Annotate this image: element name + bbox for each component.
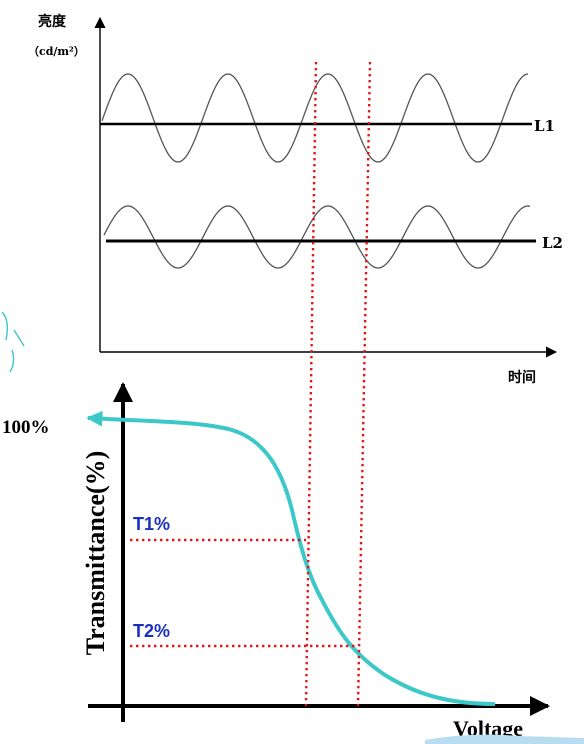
transmittance-curve: [86, 410, 496, 706]
guide-vertical-t2: [356, 61, 372, 707]
top-chart: 亮度 （cd/m²） 时间 L1 L2: [28, 13, 563, 386]
decorative-glyph: [1, 311, 25, 373]
top-x-label: 时间: [508, 369, 536, 386]
t2-label: T2%: [133, 621, 170, 641]
luminance-wave-2: [103, 205, 531, 269]
top-y-label: 亮度: [38, 13, 67, 30]
guide-vertical-t1: [304, 61, 318, 707]
bottom-chart: 100% T1% T2% Transmittance(%) Voltage: [2, 61, 550, 741]
bottom-y-label: Transmittance(%): [81, 451, 110, 656]
l2-label: L2: [542, 234, 563, 252]
t1-label: T1%: [133, 514, 170, 534]
max-label: 100%: [2, 417, 50, 438]
top-y-unit: （cd/m²）: [28, 45, 85, 58]
l1-label: L1: [534, 117, 555, 135]
decorative-corner-shape: [425, 734, 584, 744]
